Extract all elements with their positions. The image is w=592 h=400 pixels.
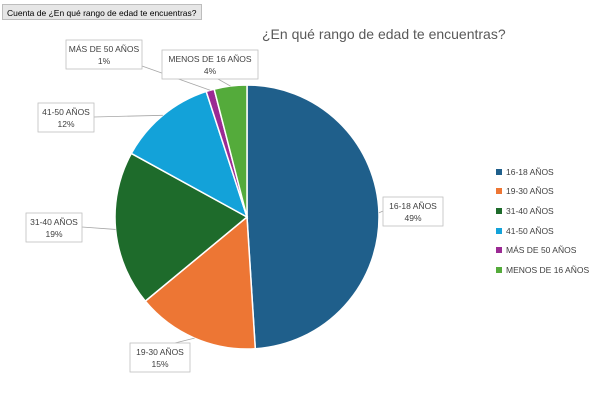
legend-swatch [496, 207, 502, 214]
legend-swatch [496, 247, 502, 254]
legend-swatch [496, 266, 502, 273]
legend-label: MÁS DE 50 AÑOS [506, 245, 577, 256]
data-label-category: MÁS DE 50 AÑOS [69, 44, 140, 54]
pivot-field-button[interactable]: Cuenta de ¿En qué rango de edad te encue… [2, 4, 202, 20]
data-label-category: 41-50 AÑOS [42, 107, 90, 117]
pie-slice [246, 84, 380, 350]
data-label: MENOS DE 16 AÑOS 4% [161, 49, 259, 80]
data-label-value: 4% [204, 66, 217, 76]
pie-slice [144, 215, 257, 350]
data-label-category: 16-18 AÑOS [389, 201, 437, 211]
leader-line [93, 114, 163, 118]
data-label: 16-18 AÑOS 49% [382, 196, 444, 227]
data-label-box [37, 102, 95, 133]
data-label-box [25, 212, 83, 243]
legend-swatch [496, 168, 502, 175]
data-label-box [65, 39, 143, 70]
data-label: 41-50 AÑOS 12% [37, 102, 95, 133]
data-label: 19-30 AÑOS 15% [129, 342, 191, 373]
legend-label: MENOS DE 16 AÑOS [506, 264, 590, 275]
data-label: MÁS DE 50 AÑOS 1% [65, 39, 143, 70]
leader-line [174, 337, 195, 344]
legend-label: 41-50 AÑOS [506, 225, 554, 236]
leader-line [81, 226, 116, 230]
legend-label: 16-18 AÑOS [506, 166, 554, 177]
leader-line [217, 78, 231, 87]
data-label-category: 19-30 AÑOS [136, 347, 184, 357]
legend-swatch [496, 188, 502, 195]
data-label-value: 49% [404, 213, 421, 223]
legend-item: MENOS DE 16 AÑOS [496, 260, 589, 280]
pie-slice [213, 84, 248, 218]
legend-swatch [496, 227, 502, 234]
legend-item: MÁS DE 50 AÑOS [496, 240, 589, 260]
leader-line [378, 210, 384, 214]
data-label-category: MENOS DE 16 AÑOS [168, 54, 251, 64]
pie-slice [114, 152, 249, 303]
data-label-box [382, 196, 444, 227]
pie-slice [130, 90, 249, 219]
data-label-box [129, 342, 191, 373]
legend-item: 41-50 AÑOS [496, 221, 589, 241]
data-label: 31-40 AÑOS 19% [25, 212, 83, 243]
legend-label: 19-30 AÑOS [506, 186, 554, 197]
chart-title: ¿En qué rango de edad te encuentras? [262, 26, 506, 42]
legend-label: 31-40 AÑOS [506, 205, 554, 216]
data-label-value: 15% [151, 359, 168, 369]
data-label-value: 19% [45, 229, 62, 239]
legend-item: 19-30 AÑOS [496, 182, 589, 202]
data-label-box [161, 49, 259, 80]
legend-item: 31-40 AÑOS [496, 201, 589, 221]
chart-legend: 16-18 AÑOS 19-30 AÑOS 31-40 AÑOS 41-50 A… [496, 162, 589, 280]
legend-item: 16-18 AÑOS [496, 162, 589, 182]
data-label-value: 1% [98, 56, 111, 66]
data-label-value: 12% [57, 119, 74, 129]
data-label-category: 31-40 AÑOS [30, 217, 78, 227]
